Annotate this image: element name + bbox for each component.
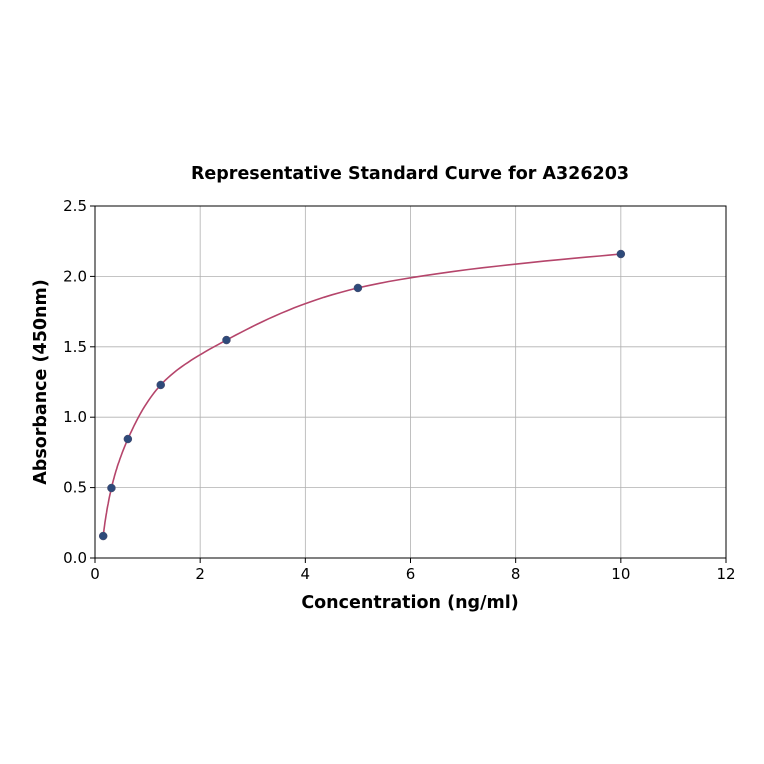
x-tick-label: 8 (511, 565, 521, 583)
grid (94, 205, 727, 559)
x-tick-label: 10 (611, 565, 630, 583)
x-axis-label: Concentration (ng/ml) (301, 593, 518, 613)
x-tick-label: 4 (301, 565, 311, 583)
y-tick-label: 2.5 (63, 197, 87, 215)
chart-title: Representative Standard Curve for A32620… (191, 164, 629, 184)
data-point (616, 249, 626, 259)
y-tick-label: 2.0 (63, 267, 87, 285)
x-tick-label: 12 (716, 565, 735, 583)
fit-curve (102, 253, 621, 537)
y-tick-label: 0.0 (63, 549, 87, 567)
data-point (98, 531, 108, 541)
y-axis: 0.0 0.5 1.0 1.5 2.0 2.5 (63, 197, 95, 567)
x-tick-label: 0 (90, 565, 100, 583)
data-points (98, 249, 626, 541)
data-point (107, 483, 116, 493)
y-axis-label: Absorbance (450nm) (31, 279, 51, 485)
data-point (156, 380, 165, 390)
y-tick-label: 1.5 (63, 338, 87, 356)
y-tick-label: 1.0 (63, 408, 87, 426)
x-tick-label: 6 (406, 565, 416, 583)
data-point (123, 434, 133, 444)
x-tick-label: 2 (195, 565, 205, 583)
y-tick-label: 0.5 (63, 479, 87, 497)
x-axis: 0 2 4 6 8 10 12 (90, 558, 736, 583)
data-point (353, 283, 363, 293)
data-point (222, 335, 231, 345)
